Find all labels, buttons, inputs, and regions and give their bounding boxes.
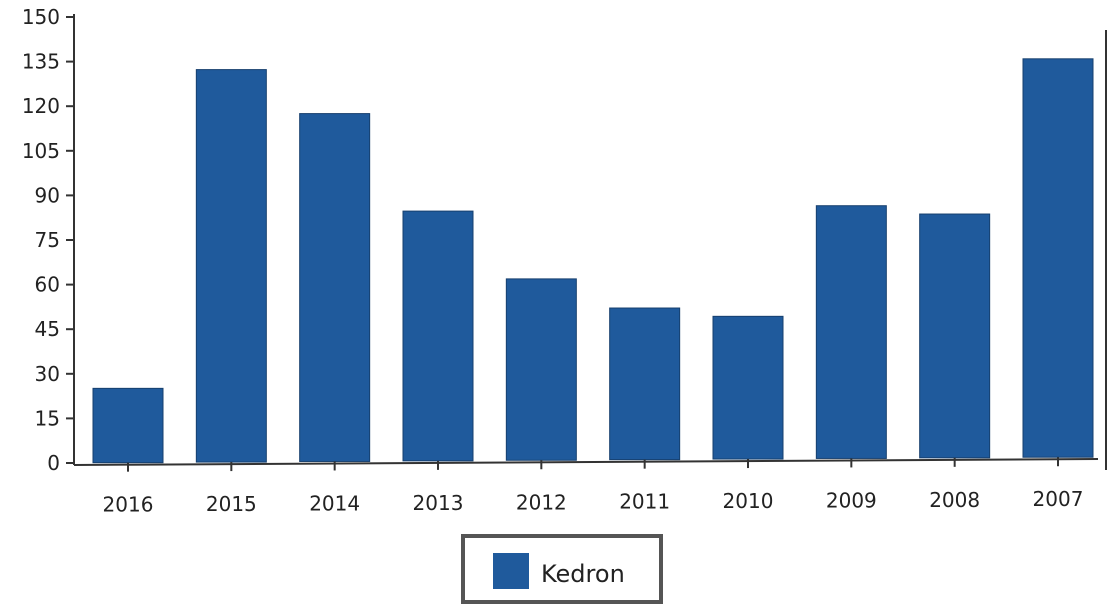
y-tick-label: 45	[35, 317, 60, 341]
bar-2013	[402, 210, 474, 462]
y-tick-label: 135	[22, 50, 60, 74]
x-tick-label-2014: 2014	[309, 491, 360, 515]
bar-2016	[92, 387, 164, 464]
x-tick-label-2007: 2007	[1033, 487, 1084, 511]
bar-2011	[609, 307, 681, 461]
x-tick-label-2011: 2011	[619, 490, 670, 514]
bar-2008	[919, 213, 991, 459]
legend-label-kedron: Kedron	[541, 560, 625, 588]
x-tick-label-2013: 2013	[413, 491, 464, 515]
x-tick-label-2016: 2016	[103, 493, 154, 517]
x-tick-label-2010: 2010	[723, 489, 774, 513]
bar-2015	[195, 69, 267, 463]
y-tick-label: 150	[22, 5, 60, 29]
y-tick-label: 105	[22, 139, 60, 163]
y-tick-label: 0	[47, 451, 60, 475]
y-tick-label: 90	[35, 183, 60, 207]
y-tick-label: 30	[35, 362, 60, 386]
legend-swatch-kedron	[493, 553, 529, 589]
bars	[92, 58, 1094, 464]
bar-2007	[1022, 58, 1094, 458]
bar-2009	[815, 205, 887, 459]
x-axis-ticks: 2016 2015 2014 2013 2012 2011 2010 2009 2008 2007	[103, 457, 1084, 517]
y-tick-label: 120	[22, 94, 60, 118]
x-tick-label-2009: 2009	[826, 488, 877, 512]
y-tick-label: 75	[35, 228, 60, 252]
x-tick-label-2008: 2008	[929, 488, 980, 512]
x-axis-line	[73, 458, 1099, 466]
x-tick-label-2015: 2015	[206, 492, 257, 516]
y-tick-label: 15	[35, 406, 60, 430]
bar-2012	[505, 278, 577, 461]
bar-2014	[299, 113, 371, 462]
y-axis-ticks: 0 15 30 45 60 75 90 105 120 135 150	[22, 5, 74, 475]
bar-2010	[712, 315, 784, 460]
x-tick-label-2012: 2012	[516, 490, 567, 514]
y-tick-label: 60	[35, 273, 60, 297]
legend: Kedron	[461, 534, 663, 604]
